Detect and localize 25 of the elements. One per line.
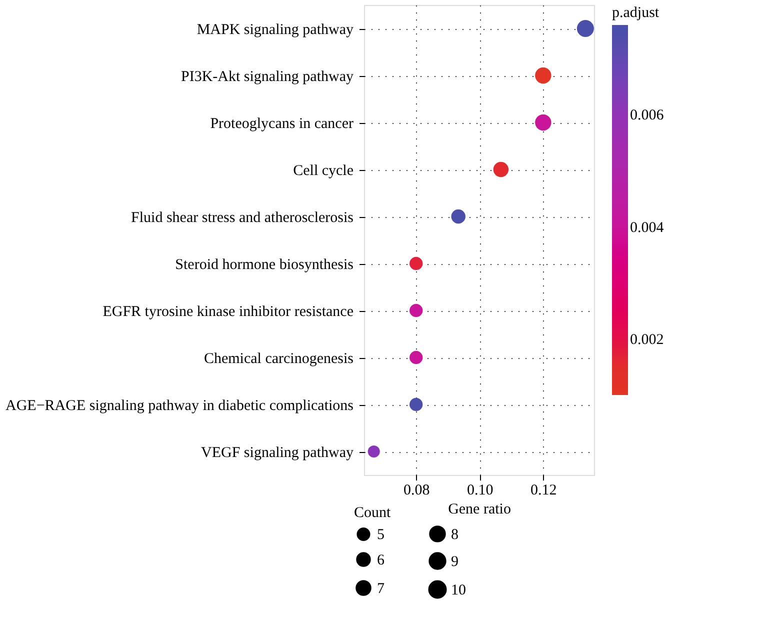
legend-label: 8 <box>451 526 458 543</box>
y-tick-label: EGFR tyrosine kinase inhibitor resistance <box>102 304 354 320</box>
legend-title: Count <box>354 505 392 521</box>
y-tick-label: Chemical carcinogenesis <box>204 351 354 367</box>
legend-label: 9 <box>451 554 458 570</box>
y-tick-label: MAPK signaling pathway <box>196 22 354 38</box>
x-tick-label: 0.12 <box>530 482 557 498</box>
x-tick-label: 0.10 <box>467 482 494 498</box>
legend-label: 7 <box>377 581 385 597</box>
y-tick-label: Cell cycle <box>293 163 354 179</box>
color-bar-label: 0.004 <box>630 220 664 236</box>
color-bar-label: 0.002 <box>630 332 664 348</box>
x-tick-label: 0.08 <box>403 482 430 498</box>
y-tick-label: Steroid hormone biosynthesis <box>175 257 354 273</box>
legend-label: 10 <box>451 582 466 598</box>
y-tick-label: Fluid shear stress and atherosclerosis <box>131 210 354 226</box>
color-bar-title: p.adjust <box>612 5 660 21</box>
legend-label: 6 <box>377 552 385 568</box>
legend-label: 5 <box>377 527 384 544</box>
y-tick-label: VEGF signaling pathway <box>201 445 354 461</box>
y-tick-label: AGE−RAGE signaling pathway in diabetic complications <box>6 398 354 414</box>
y-tick-label: PI3K-Akt signaling pathway <box>181 69 354 85</box>
y-tick-label: Proteoglycans in cancer <box>210 116 354 132</box>
x-axis-title: Gene ratio <box>448 502 511 518</box>
color-bar-label: 0.006 <box>630 108 664 124</box>
